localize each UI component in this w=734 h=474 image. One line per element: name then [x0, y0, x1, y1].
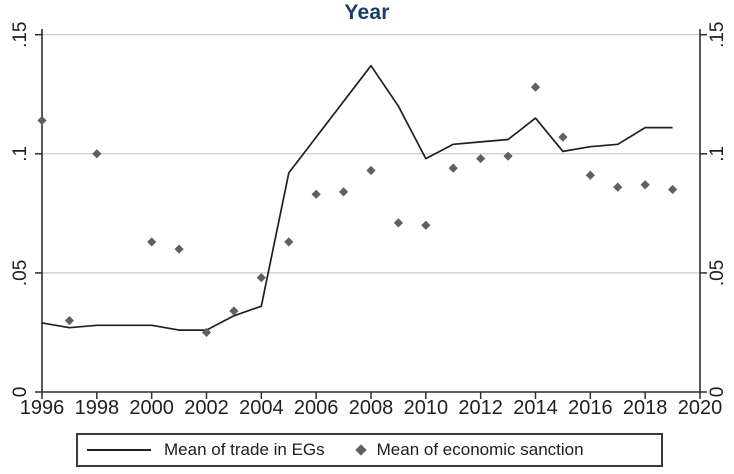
sanction-marker — [558, 132, 568, 142]
sanction-marker — [37, 115, 47, 126]
legend: Mean of trade in EGs Mean of economic sa… — [76, 433, 663, 467]
sanction-marker — [284, 237, 294, 247]
sanction-marker — [338, 187, 349, 197]
sanction-marker — [421, 220, 431, 230]
y-tick-label-left: 0 — [10, 387, 31, 398]
sanction-marker — [311, 189, 321, 199]
x-tick-label: 1996 — [20, 397, 65, 419]
sanction-marker — [393, 218, 404, 228]
legend-label-sanction: Mean of economic sanction — [376, 440, 584, 459]
sanction-marker — [640, 180, 650, 190]
sanction-marker — [503, 151, 513, 161]
y-tick-label-left: .1 — [10, 146, 31, 162]
x-tick-label: 2006 — [294, 397, 339, 419]
line-swatch-icon — [87, 449, 151, 451]
x-tick-label: 2004 — [239, 397, 284, 419]
sanction-marker — [613, 182, 623, 192]
sanction-marker — [229, 306, 239, 316]
sanction-marker — [174, 244, 184, 254]
y-tick-label-left: .05 — [10, 260, 31, 286]
sanction-marker — [530, 82, 541, 92]
y-tick-label-right: .1 — [707, 146, 728, 162]
plot-area: 0 0 .05 .05 .1 .1 .15 .15 1996 1998 2000 2002 2004 20… — [10, 21, 728, 419]
x-tick-label: 2002 — [184, 397, 229, 419]
sanction-marker — [366, 165, 376, 176]
x-tick-label: 2008 — [349, 397, 394, 419]
y-tick-label-right: .05 — [707, 260, 728, 286]
sanction-marker — [201, 327, 212, 338]
sanction-marker — [64, 315, 75, 326]
x-tick-label: 2000 — [129, 397, 174, 419]
legend-label-trade: Mean of trade in EGs — [164, 440, 325, 459]
y-tick-label-left: .15 — [10, 21, 31, 47]
sanction-marker — [256, 273, 266, 283]
x-tick-label: 2016 — [568, 397, 613, 419]
x-tick-label: 2012 — [458, 397, 503, 419]
chart-title: Year — [344, 1, 390, 24]
sanction-marker — [448, 163, 458, 173]
x-tick-label: 2020 — [678, 397, 723, 419]
x-tick-label: 2018 — [623, 397, 668, 419]
sanction-marker — [92, 149, 102, 159]
diamond-marker-icon — [354, 444, 367, 456]
x-tick-label: 2014 — [513, 397, 558, 419]
trade-line — [41, 64, 673, 331]
x-tick-label: 2010 — [404, 397, 449, 419]
sanction-marker — [147, 237, 157, 247]
sanction-marker — [585, 170, 595, 180]
y-tick-label-right: .15 — [707, 21, 728, 47]
sanction-marker — [667, 184, 678, 195]
sanction-marker — [476, 153, 486, 164]
x-tick-label: 1998 — [75, 397, 120, 419]
y-tick-label-right: 0 — [707, 387, 728, 398]
